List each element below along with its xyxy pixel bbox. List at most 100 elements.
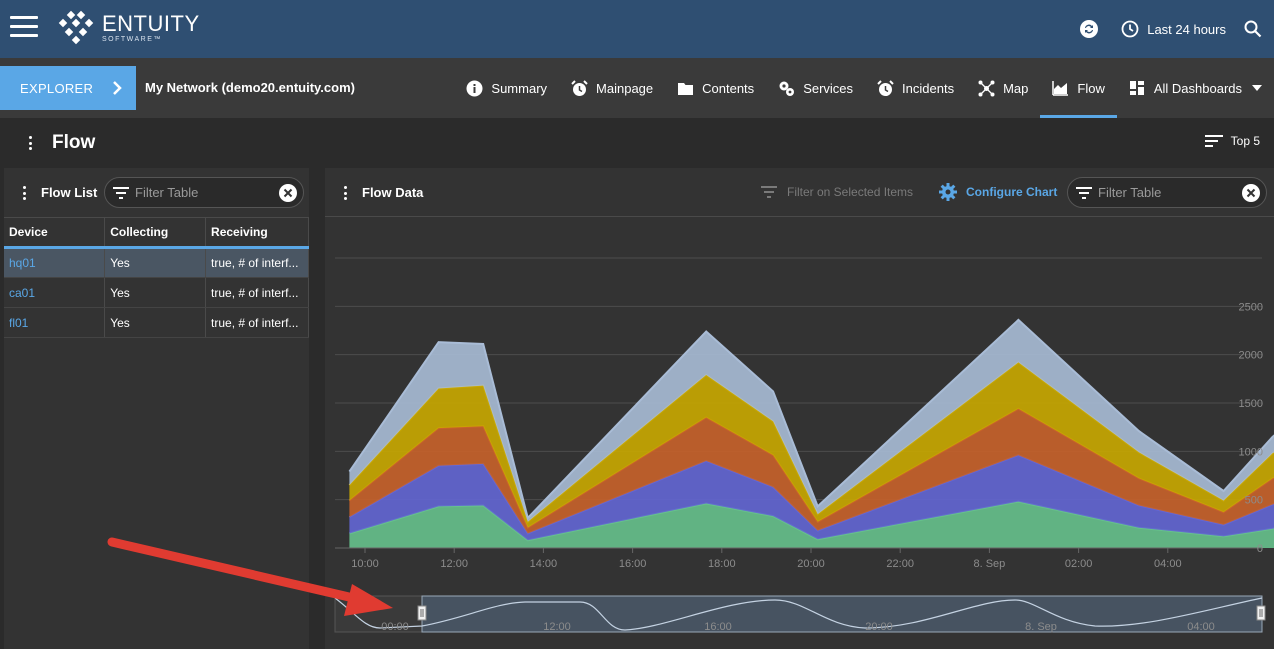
- filter-table-box: [104, 177, 304, 208]
- time-range-selector[interactable]: Last 24 hours: [1147, 21, 1226, 37]
- filter-icon: [1076, 186, 1092, 199]
- filter-icon: [761, 186, 777, 198]
- table-row[interactable]: hq01 Yes true, # of interf...: [4, 247, 309, 278]
- info-icon: [466, 80, 483, 96]
- navigator-tick-label: 8. Sep: [1025, 621, 1057, 633]
- caret-down-icon: [1252, 85, 1262, 91]
- kebab-menu-icon[interactable]: [23, 186, 27, 200]
- x-axis-labels: 10:00 12:00 14:00 16:00 18:00 20:00 22:00 8. Se…: [351, 548, 1182, 570]
- network-title: My Network (demo20.entuity.com): [145, 80, 355, 95]
- top-n-selector[interactable]: Top 5: [1204, 134, 1260, 148]
- configure-chart-label: Configure Chart: [966, 185, 1058, 199]
- gear-icon: [939, 183, 957, 201]
- configure-chart-button[interactable]: Configure Chart: [939, 183, 1057, 201]
- sync-icon[interactable]: [1079, 19, 1099, 39]
- x-tick-label: 20:00: [797, 558, 825, 570]
- search-icon[interactable]: [1244, 20, 1262, 38]
- y-tick-label: 2000: [1239, 350, 1263, 362]
- x-tick-label: 16:00: [619, 558, 647, 570]
- clear-icon[interactable]: [279, 183, 297, 202]
- entuity-logo-icon: [58, 10, 94, 45]
- area-series-1: [349, 501, 1274, 548]
- x-tick-label: 12:00: [440, 558, 468, 570]
- tab-label: Flow: [1077, 80, 1105, 96]
- line-series-5: [348, 318, 1274, 520]
- sort-icon: [1204, 135, 1223, 147]
- network-icon: [978, 80, 995, 96]
- tab-label: Summary: [491, 80, 548, 96]
- x-tick-label: 04:00: [1154, 558, 1182, 570]
- tab-services[interactable]: Services: [766, 58, 865, 118]
- device-link[interactable]: hq01: [4, 247, 106, 278]
- column-header-collecting[interactable]: Collecting: [104, 217, 207, 249]
- y-tick-label: 1000: [1239, 446, 1263, 458]
- table-row[interactable]: ca01 Yes true, # of interf...: [4, 277, 309, 308]
- tab-label: Services: [803, 80, 854, 96]
- gears-icon: [779, 81, 795, 96]
- clock-icon: [1121, 20, 1139, 38]
- navigator-series-line: [334, 597, 1263, 631]
- tab-map[interactable]: Map: [966, 58, 1040, 118]
- area-chart-icon: [1052, 80, 1069, 96]
- flow-list-table: Device Collecting Receiving hq01 Yes tru…: [4, 217, 309, 338]
- filter-selected-items-button[interactable]: Filter on Selected Items: [761, 185, 913, 199]
- x-tick-label: 8. Sep: [973, 558, 1005, 570]
- tab-label: Mainpage: [596, 80, 654, 96]
- filter-icon: [113, 186, 129, 199]
- page-title: Flow: [52, 132, 96, 153]
- column-header-receiving[interactable]: Receiving: [205, 217, 309, 249]
- filter-selected-label: Filter on Selected Items: [787, 185, 914, 199]
- y-tick-label: 2500: [1239, 301, 1263, 313]
- navigator-handle: [1256, 605, 1266, 621]
- tab-incidents[interactable]: Incidents: [865, 58, 966, 118]
- collecting-cell: Yes: [104, 307, 207, 338]
- receiving-cell: true, # of interf...: [205, 307, 309, 338]
- tab-label: Contents: [702, 80, 755, 96]
- filter-table-input[interactable]: [1098, 185, 1242, 200]
- panel-title: Flow List: [41, 185, 98, 200]
- section-header: Flow Top 5: [0, 118, 1274, 168]
- kebab-menu-icon[interactable]: [29, 136, 33, 150]
- area-series-5: [349, 319, 1274, 522]
- clear-icon[interactable]: [1242, 183, 1260, 202]
- area-series-4: [349, 362, 1274, 528]
- device-link[interactable]: ca01: [4, 277, 106, 308]
- tab-contents[interactable]: Contents: [665, 58, 766, 118]
- flow-area-chart[interactable]: 0 500 1000 1500 2000 2500 10:00 12:00 14:00 16:0…: [325, 218, 1274, 649]
- flow-data-header: Flow Data Filter on Selected Items: [325, 168, 1274, 217]
- menu-icon[interactable]: [10, 16, 38, 38]
- device-link[interactable]: fl01: [4, 307, 106, 338]
- table-row[interactable]: fl01 Yes true, # of interf...: [4, 307, 309, 338]
- time-navigator: 00:00 12:00 16:00 20:00 8. Sep 04:00: [334, 595, 1266, 633]
- receiving-cell: true, # of interf...: [205, 247, 309, 278]
- column-header-device[interactable]: Device: [4, 217, 106, 249]
- tab-mainpage[interactable]: Mainpage: [559, 58, 665, 118]
- tab-label: Map: [1003, 80, 1029, 96]
- tab-summary[interactable]: Summary: [454, 58, 559, 118]
- kebab-menu-icon[interactable]: [344, 186, 348, 200]
- x-tick-label: 22:00: [886, 558, 914, 570]
- top-bar: ENTUITY SOFTWARE™ Last 24 hours: [0, 0, 1274, 58]
- logo-text: ENTUITY: [102, 11, 200, 36]
- explorer-button[interactable]: EXPLORER: [0, 66, 136, 110]
- tab-label: Incidents: [902, 80, 955, 96]
- top-n-label: Top 5: [1230, 134, 1260, 148]
- chevron-right-icon: [113, 81, 122, 95]
- filter-table-input[interactable]: [135, 185, 279, 200]
- navigator-handle: [417, 605, 427, 621]
- navigator-tick-label: 20:00: [865, 621, 893, 633]
- tab-flow[interactable]: Flow: [1040, 58, 1118, 118]
- area-series-3: [349, 408, 1274, 534]
- explorer-label: EXPLORER: [20, 80, 94, 96]
- receiving-cell: true, # of interf...: [205, 277, 309, 308]
- folder-icon: [678, 82, 694, 95]
- navigator-tick-label: 00:00: [381, 621, 409, 633]
- logo-subtext: SOFTWARE™: [102, 36, 162, 43]
- filter-table-box: [1067, 177, 1267, 208]
- chart-areas: [335, 318, 1274, 549]
- tab-all-dashboards[interactable]: All Dashboards: [1117, 58, 1274, 118]
- collecting-cell: Yes: [104, 277, 207, 308]
- tab-label: All Dashboards: [1153, 80, 1242, 96]
- area-series-2: [349, 455, 1274, 541]
- navigator-tick-label: 12:00: [543, 621, 571, 633]
